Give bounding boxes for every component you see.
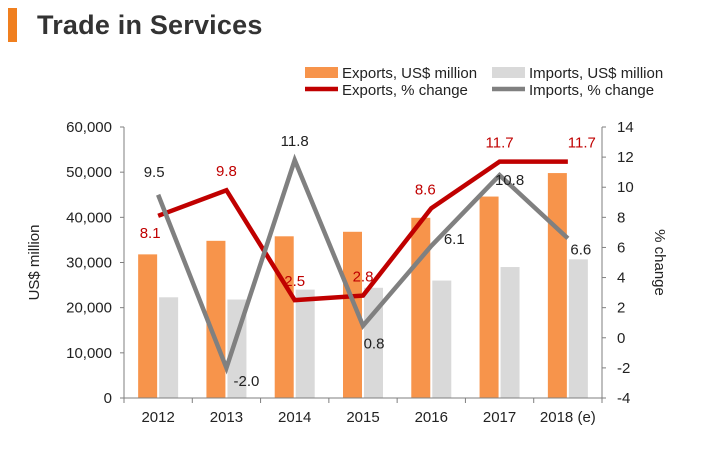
x-tick-label: 2014 [278,409,311,426]
right-tick-label: 12 [617,149,634,166]
left-tick-label: 0 [104,390,112,407]
x-tick-label: 2018 (e) [540,409,596,426]
imports-pct-label: 0.8 [364,336,385,353]
x-tick-label: 2013 [210,409,243,426]
exports-bar-2014 [274,236,294,398]
y2-axis-title: % change [651,229,668,296]
exports-bar-2012 [138,254,158,398]
left-tick-label: 30,000 [66,255,112,272]
imports-pct-label: 6.6 [570,241,591,258]
imports-bar-2018e [568,259,588,398]
exports-bar-2018e [547,173,567,398]
imports-pct-label: 10.8 [495,172,524,189]
imports-bar-2012 [159,297,179,398]
left-tick-label: 40,000 [66,209,112,226]
legend-imports-bar-swatch [492,67,525,78]
left-tick-label: 50,000 [66,164,112,181]
right-tick-label: 0 [617,330,625,347]
imports-bar-2017 [500,267,520,398]
exports-pct-label: 11.7 [486,135,514,152]
legend-imports-bar-label: Imports, US$ million [529,65,663,82]
imports-pct-label: -2.0 [233,373,259,390]
right-tick-label: -4 [617,390,630,407]
right-tick-label: 10 [617,179,634,196]
imports-pct-label: 11.8 [281,133,309,150]
exports-pct-label: 8.6 [415,181,436,198]
exports-pct-label: 11.7 [568,135,596,152]
right-tick-label: 2 [617,300,625,317]
imports-bar-2016 [432,280,452,398]
imports-pct-label: 6.1 [444,231,465,248]
right-tick-label: 14 [617,119,634,136]
right-tick-label: -2 [617,360,630,377]
x-tick-label: 2017 [483,409,516,426]
exports-pct-label: 2.5 [284,273,305,290]
imports-bar-2014 [295,289,315,398]
x-tick-label: 2012 [141,409,174,426]
exports-bar-2015 [343,231,362,398]
chart-title: Trade in Services [37,10,263,40]
x-tick-label: 2016 [415,409,448,426]
right-tick-label: 6 [617,239,625,256]
exports-bar-2016 [411,217,431,398]
title-accent-bar [8,8,17,42]
exports-pct-label: 9.8 [216,163,237,180]
right-tick-label: 4 [617,270,625,287]
exports-pct-line [157,159,568,303]
legend-exports-bar-swatch [305,67,338,78]
left-tick-label: 20,000 [66,300,112,317]
imports-pct-line [156,153,570,375]
left-tick-label: 10,000 [66,345,112,362]
exports-bar-2017 [479,196,499,398]
imports-pct-label: 9.5 [144,164,165,181]
exports-pct-label: 2.8 [353,269,374,286]
legend-imports-line-label: Imports, % change [529,82,654,99]
x-tick-label: 2015 [346,409,379,426]
legend-exports-line-label: Exports, % change [342,82,468,99]
left-tick-label: 60,000 [66,119,112,136]
right-tick-label: 8 [617,209,625,226]
exports-pct-label: 8.1 [140,225,161,242]
legend-exports-bar-label: Exports, US$ million [342,65,477,82]
y-axis-title: US$ million [26,225,43,301]
imports-bar-2015 [364,287,383,398]
